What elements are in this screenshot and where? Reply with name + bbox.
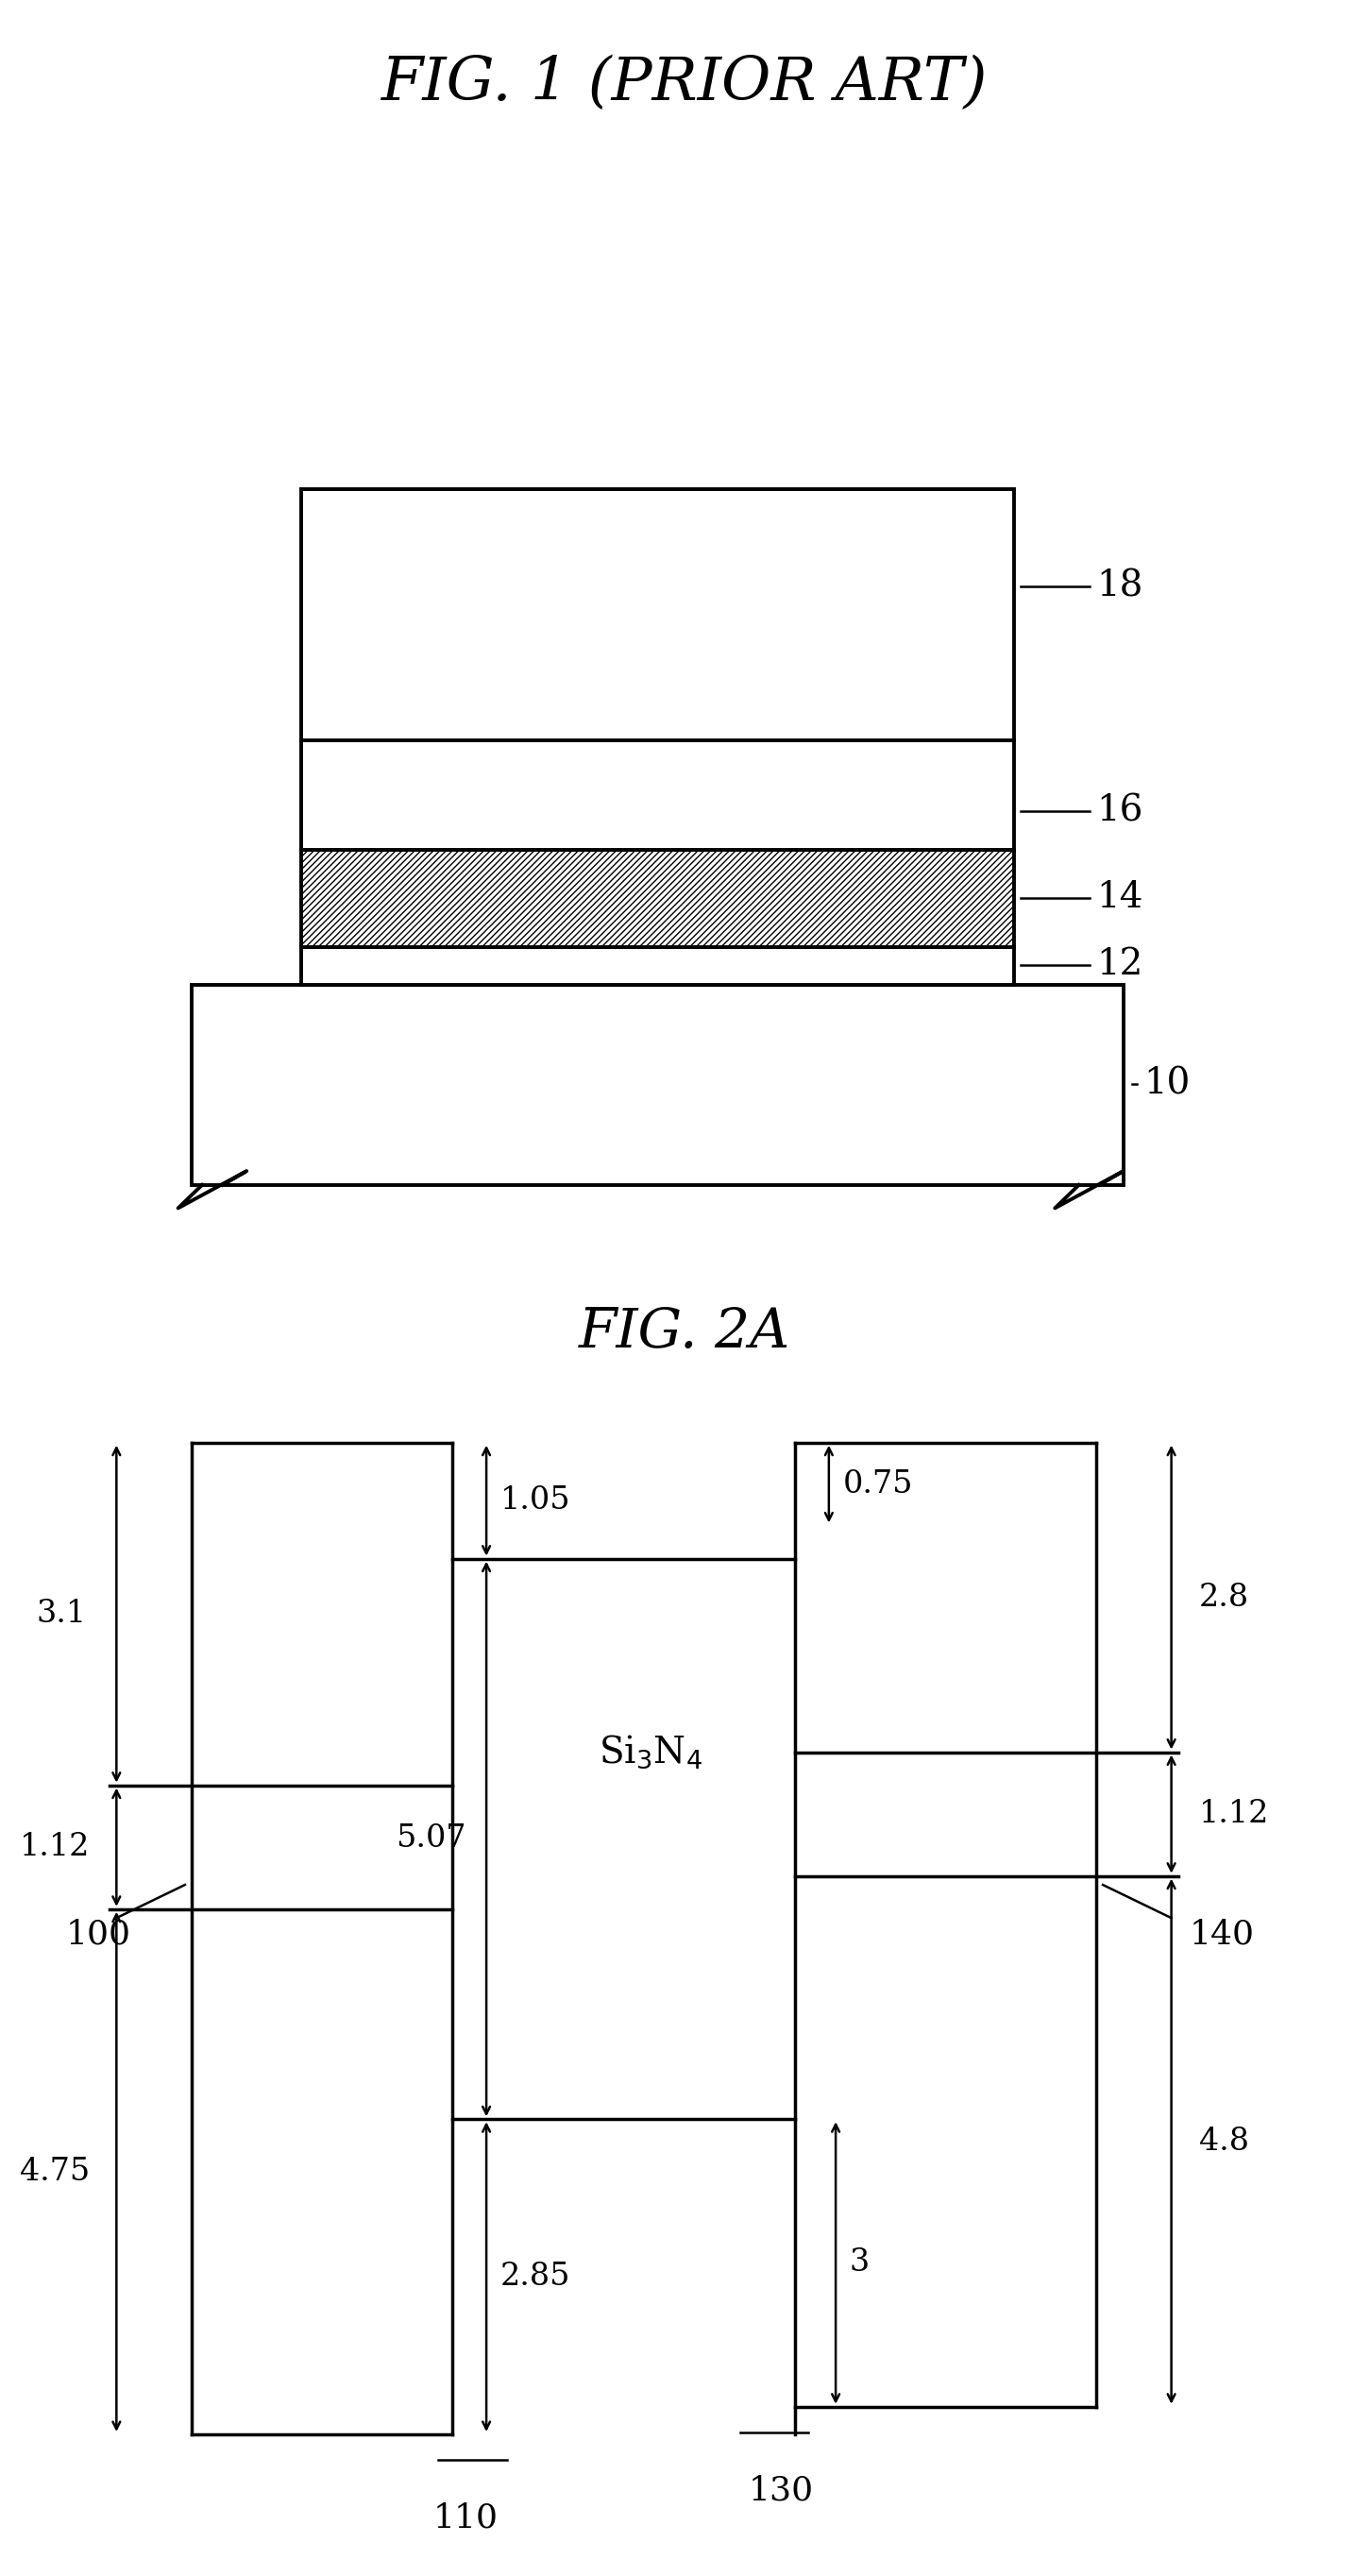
- Text: 1.05: 1.05: [500, 1486, 570, 1515]
- Text: FIG. 1 (PRIOR ART): FIG. 1 (PRIOR ART): [382, 54, 988, 113]
- Text: FIG. 2A: FIG. 2A: [580, 1306, 790, 1360]
- Bar: [301, 742, 1014, 850]
- Text: 0.75: 0.75: [843, 1468, 912, 1499]
- Text: 18: 18: [1096, 569, 1143, 603]
- Bar: [301, 945, 1014, 987]
- Text: 130: 130: [748, 2476, 814, 2506]
- Text: 5.07: 5.07: [396, 1824, 466, 1855]
- Text: 2.85: 2.85: [500, 2262, 570, 2293]
- Text: 12: 12: [1096, 948, 1143, 981]
- Text: Si$_3$N$_4$: Si$_3$N$_4$: [599, 1734, 703, 1770]
- Text: 3.1: 3.1: [37, 1600, 86, 1628]
- Bar: [301, 489, 1014, 742]
- Text: 3: 3: [849, 2249, 870, 2277]
- Text: 1.12: 1.12: [19, 1832, 90, 1862]
- Text: 10: 10: [1144, 1066, 1191, 1103]
- Bar: [192, 987, 1123, 1185]
- Text: 110: 110: [433, 2501, 499, 2535]
- Text: 4.75: 4.75: [19, 2156, 90, 2187]
- Text: 2.8: 2.8: [1199, 1582, 1249, 1613]
- Text: 14: 14: [1096, 881, 1143, 914]
- Text: 100: 100: [66, 1919, 132, 1950]
- Text: 16: 16: [1096, 793, 1143, 829]
- Text: 4.8: 4.8: [1199, 2125, 1249, 2156]
- Text: 1.12: 1.12: [1199, 1798, 1269, 1829]
- Text: 140: 140: [1189, 1919, 1255, 1950]
- Bar: [301, 850, 1014, 945]
